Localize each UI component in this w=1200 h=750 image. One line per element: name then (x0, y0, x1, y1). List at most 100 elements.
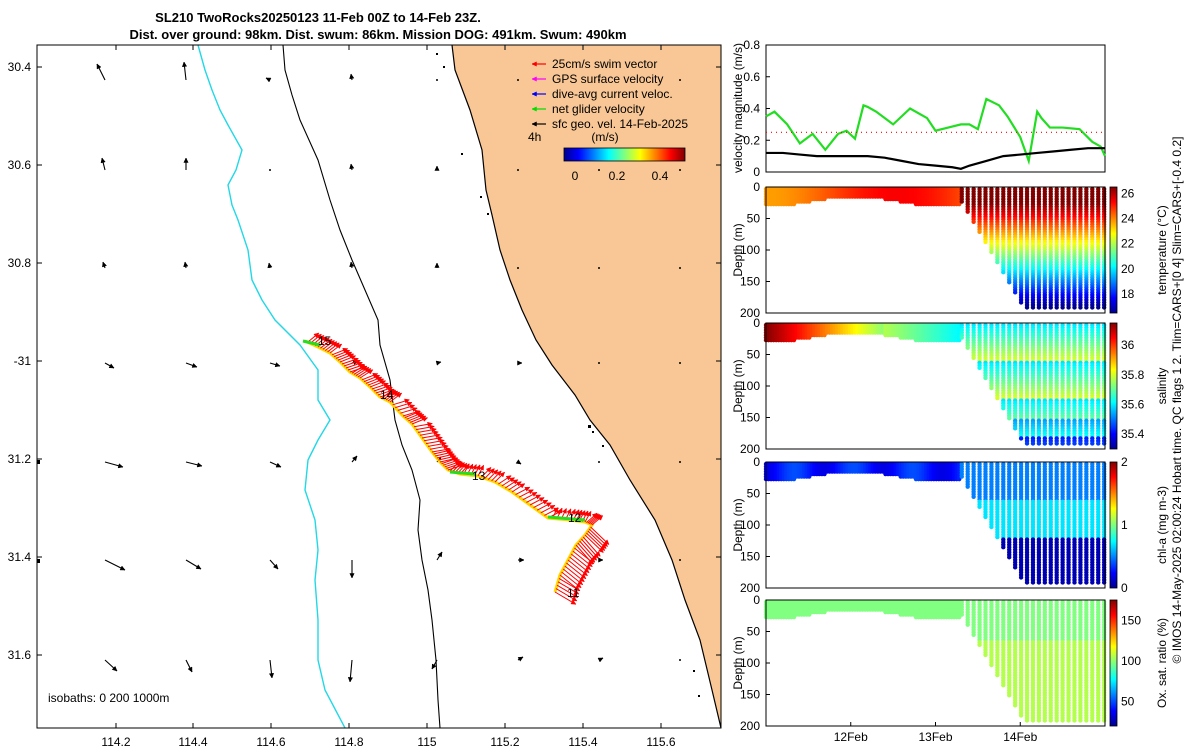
velocity-arrow-head (347, 677, 353, 683)
swim-vector-arrow-head (350, 355, 357, 360)
colorbar-tick-label: 22 (1121, 237, 1135, 251)
velocity-arrow-head (187, 666, 193, 673)
swim-vector-arrow-head (475, 464, 481, 471)
section-datapoint (1066, 580, 1071, 585)
section-datapoint (1001, 405, 1006, 411)
section-datapoint (1060, 441, 1065, 446)
section-datapoint (1030, 441, 1036, 446)
swim-vector-arrow-head (342, 347, 349, 353)
section-datapoint (1054, 580, 1059, 585)
depth-tick-label: 200 (740, 442, 760, 456)
legend-arrow-head (531, 121, 537, 127)
section-datapoint (1036, 441, 1042, 446)
swim-vector-arrow-head (437, 435, 443, 441)
lat-tick-label: 31.4 (8, 550, 32, 564)
section-datapoint (1012, 565, 1018, 570)
section-datapoint (1024, 441, 1030, 446)
lon-tick-label: 114.4 (178, 735, 207, 749)
section-datapoint (1036, 580, 1042, 585)
velocity-arrow-head (181, 61, 188, 68)
velocity-axes-box (765, 44, 1106, 173)
day-label: 15 (318, 334, 332, 348)
velocity-arrow-head (274, 362, 281, 368)
swim-vector-arrow-head (571, 596, 578, 602)
velocity-arrow-head (434, 165, 440, 171)
figure-title-line2: Dist. over ground: 98km. Dist. swum: 86k… (129, 27, 626, 42)
swim-vector-arrow-head (313, 332, 320, 339)
velocity-dot (517, 169, 519, 171)
swim-vector-arrow-head (562, 507, 567, 514)
section-datapoint (1084, 441, 1089, 446)
section-datapoint (971, 219, 976, 224)
section-datapoint (1066, 441, 1071, 446)
net-velocity-segment (449, 470, 476, 476)
velocity-dot (679, 79, 681, 81)
swim-vector-arrow-head (489, 468, 495, 474)
lat-tick-label: 31.6 (8, 648, 32, 662)
swim-vector-arrow-head (391, 390, 397, 396)
isobath-1000m (197, 45, 346, 728)
velocity-dot (598, 461, 600, 463)
velocity-arrow-head (117, 463, 124, 469)
swim-vector-arrow-head (439, 438, 445, 444)
velocity-arrow-head (111, 665, 118, 672)
day-label: 11 (567, 586, 580, 600)
velocity-dot (679, 559, 681, 561)
colorbar-unit: (m/s) (591, 130, 618, 144)
swim-vector-arrow-head (574, 585, 580, 592)
swim-vector-arrow-head (549, 505, 556, 510)
section-datapoint (1101, 441, 1107, 446)
swim-vector-arrow-head (441, 441, 447, 447)
swim-vector-arrow-head (595, 550, 601, 557)
section-datapoint (983, 514, 988, 520)
land-mass (452, 45, 721, 728)
swim-vector-arrow-head (577, 579, 584, 586)
legend-arrow-head (531, 76, 537, 82)
section-datapoint (989, 249, 994, 255)
colorbar-tick-label: 0 (1121, 581, 1128, 595)
depth-tick-label: 0 (753, 455, 760, 469)
swim-vector-arrow-head (512, 479, 519, 485)
swim-vector-arrow-head (389, 388, 395, 394)
velocity-ylabel: velocity magnitude (m/s) (731, 43, 745, 173)
swim-vector-arrow-head (376, 376, 383, 382)
velocity-dot (679, 659, 681, 661)
velocity-arrow-head (517, 360, 523, 366)
section-colorbar (1109, 461, 1118, 589)
section-datapoint (971, 494, 976, 499)
swim-vector-arrow-head (355, 359, 361, 365)
section-datapoint (1012, 290, 1018, 295)
swim-vector-arrow-head (545, 502, 552, 508)
swim-vector-arrow-head (603, 539, 610, 545)
lat-tick-label: 30.4 (8, 60, 32, 74)
velocity-dot (269, 169, 271, 171)
swim-vector-arrow-head (566, 508, 572, 515)
figure-title-line1: SL210 TwoRocks20250123 11-Feb 00Z to 14-… (155, 10, 481, 25)
section-datapoint (1072, 305, 1077, 310)
section-datapoint (989, 385, 994, 391)
section-datapoint (1042, 441, 1048, 446)
swim-vector-arrow-head (527, 489, 534, 495)
swim-vector-arrow-head (509, 477, 516, 483)
swim-vector-arrow-head (427, 421, 433, 427)
section-datapoint (1060, 305, 1065, 310)
legend-label: dive-avg current veloc. (552, 87, 673, 101)
section-datapoint (1096, 580, 1101, 585)
swim-vector-arrow-head (599, 545, 606, 551)
section-datapoint (965, 345, 970, 350)
section-datapoint (1090, 580, 1095, 585)
section-datapoint (1001, 544, 1006, 550)
edge-arrow (37, 559, 40, 563)
velocity-arrow-head (351, 455, 358, 462)
colorbar-label: salinity (1155, 368, 1169, 405)
net-velocity-segment (302, 339, 321, 347)
colorbar-label: temperature (°C) (1155, 205, 1169, 295)
swim-vector-arrow-head (378, 378, 385, 384)
swim-vector-arrow-head (582, 570, 588, 577)
swim-vector-arrow-head (577, 509, 583, 516)
swim-vector-arrow-head (464, 463, 470, 470)
section-datapoint (977, 229, 982, 235)
